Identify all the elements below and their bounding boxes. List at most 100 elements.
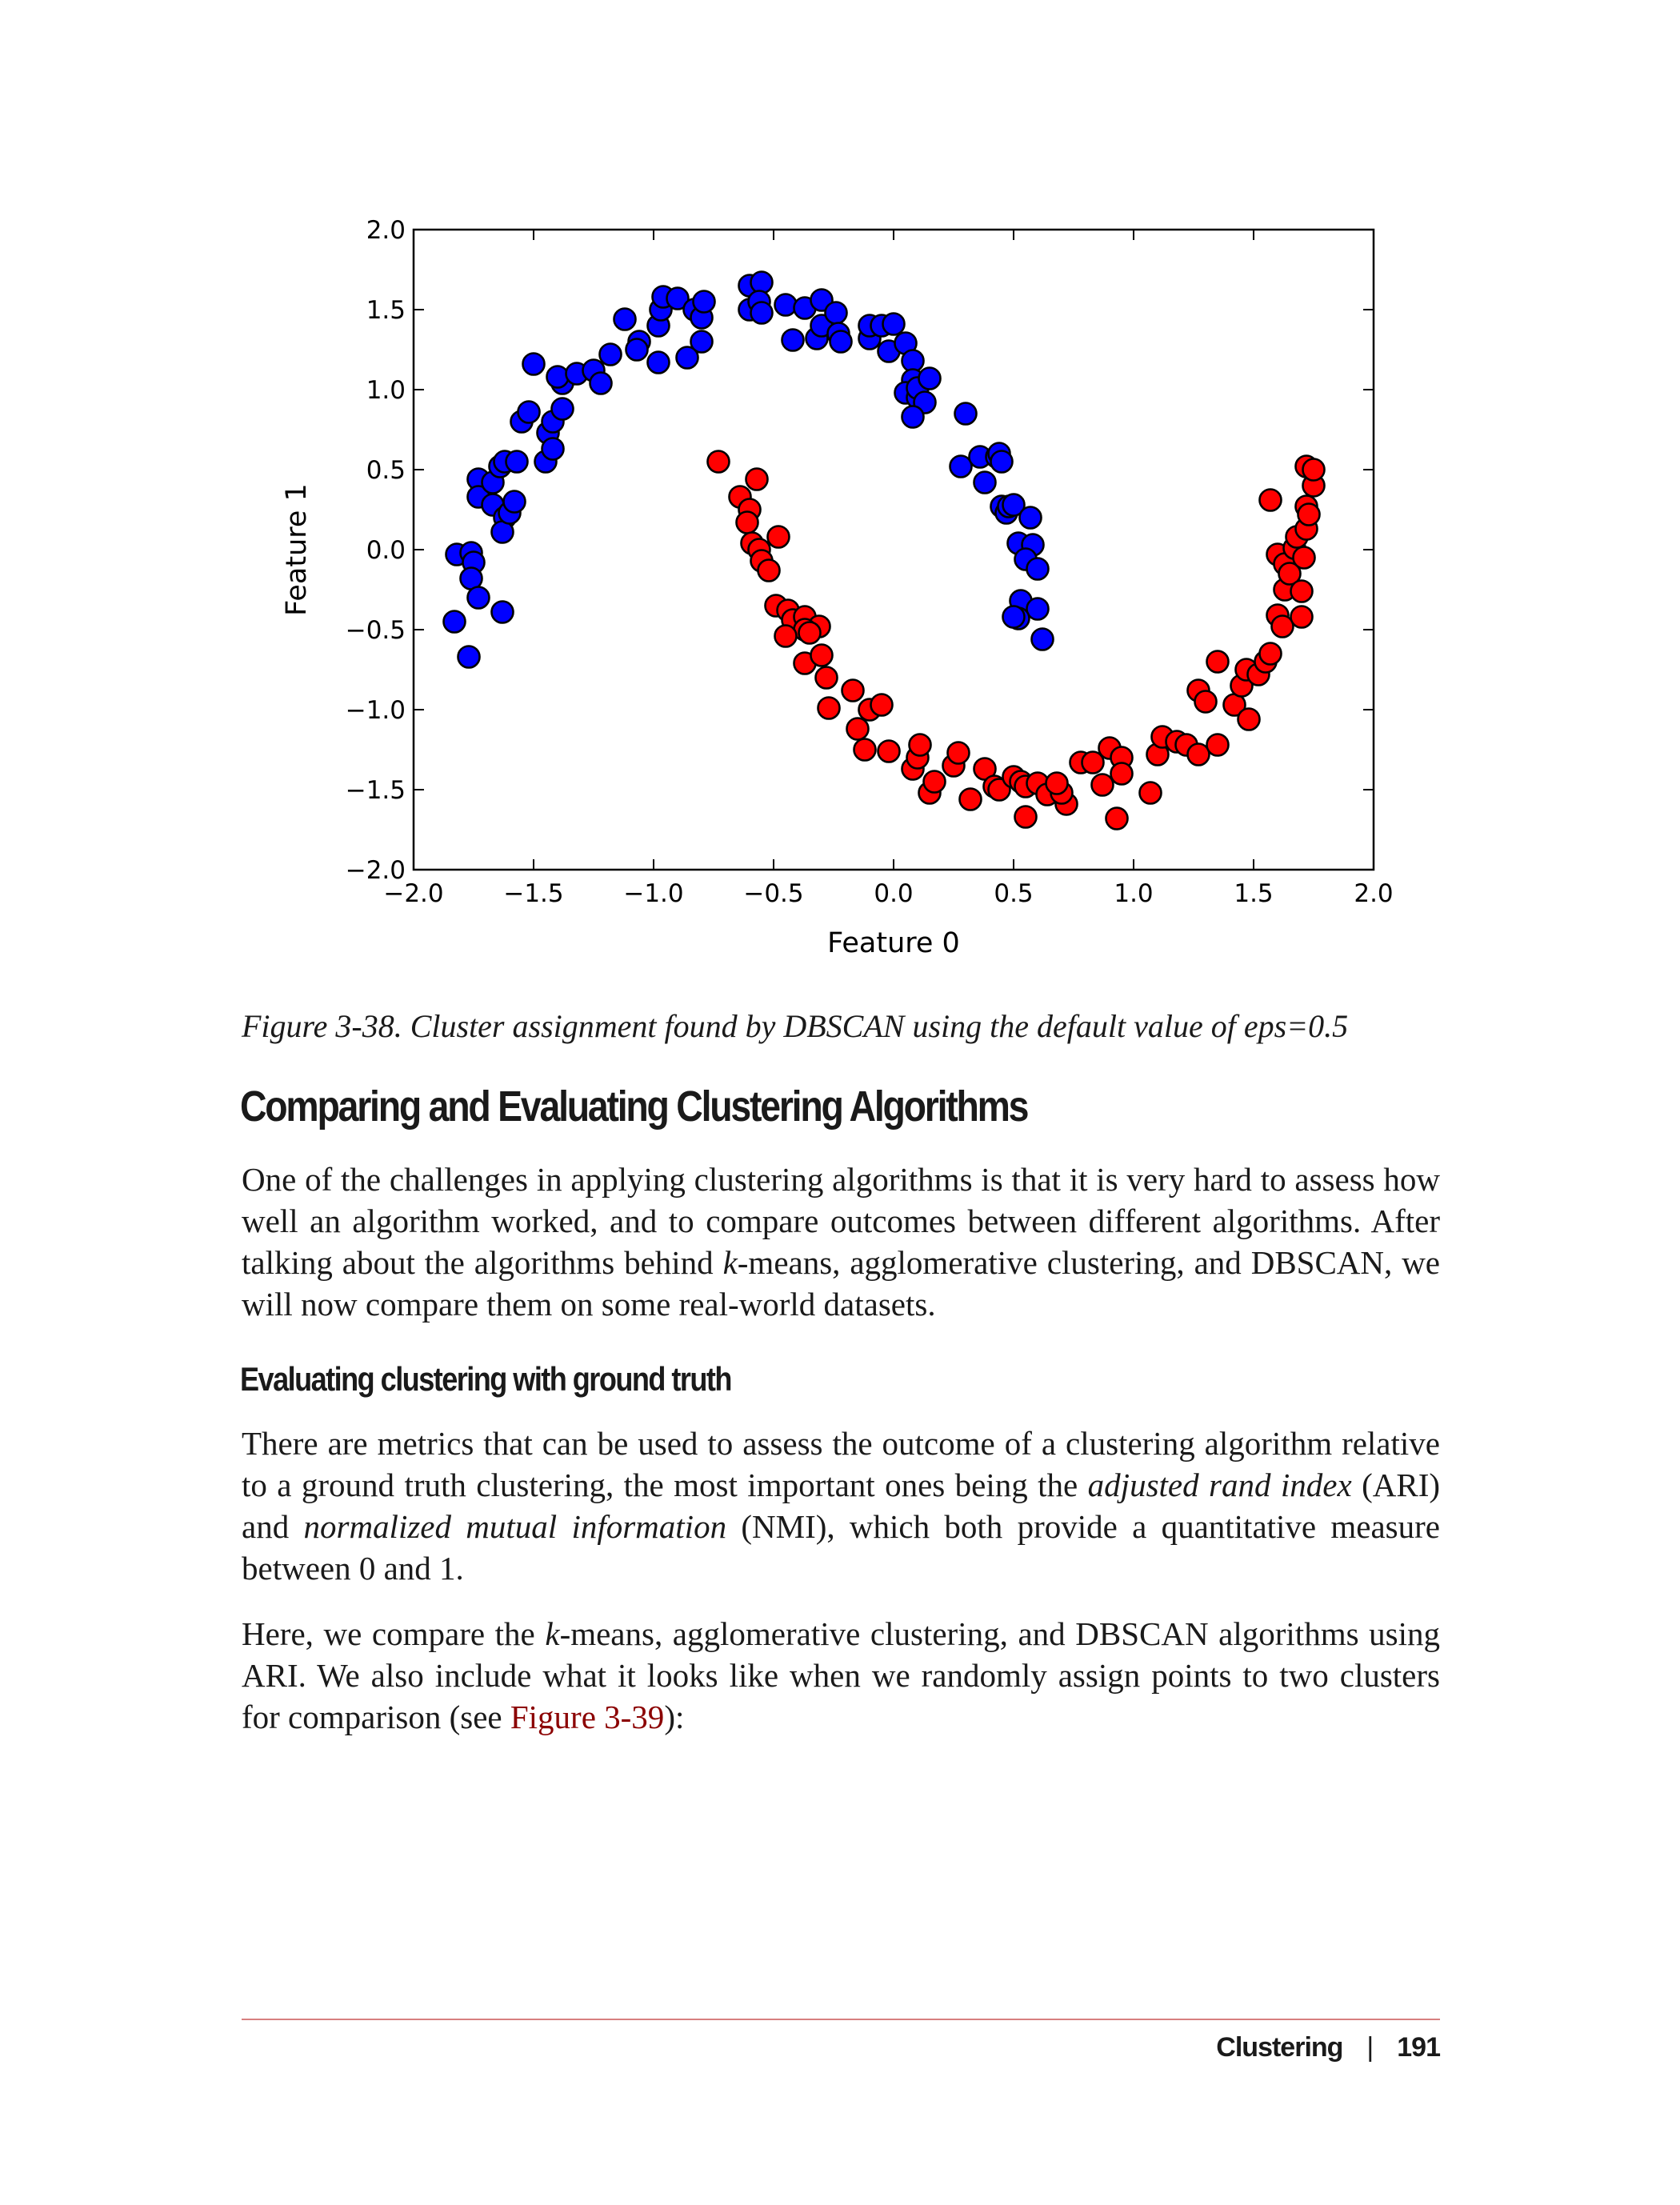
data-point-series-1 [949,454,973,478]
data-point-series-2 [922,770,946,794]
data-point-series-1 [973,470,997,494]
term-nmi: normalized mutual information [303,1508,727,1545]
data-point-series-1 [990,450,1014,474]
data-point-series-2 [908,733,932,757]
footer-rule [242,2019,1440,2020]
data-point-series-1 [781,328,805,352]
data-point-series-1 [589,371,613,395]
data-point-series-1 [750,301,774,325]
data-point-series-1 [1002,493,1026,517]
y-tick-label: 1.5 [366,296,406,325]
data-point-series-1 [457,645,481,669]
data-point-series-2 [757,558,781,582]
x-axis-label: Feature 0 [827,927,960,959]
data-point-series-2 [798,621,822,645]
data-point-series-1 [550,397,574,421]
data-point-series-2 [1237,707,1261,731]
y-tick-label: 0.0 [366,536,406,565]
data-point-series-2 [1278,562,1302,586]
paragraph-text: -means, agglomerative clustering, and DB… [242,1244,1440,1323]
x-tick-label: −1.5 [503,879,563,908]
y-tick-label: 2.0 [366,216,406,245]
data-point-series-2 [1138,781,1162,805]
y-tick-label: −2.0 [346,856,406,885]
figure-caption: Figure 3-38. Cluster assignment found by… [242,1008,1349,1044]
data-point-series-2 [706,450,730,474]
data-point-series-2 [877,739,901,763]
data-point-series-1 [646,350,670,374]
data-point-series-1 [541,437,565,461]
data-point-series-2 [958,787,982,811]
data-point-series-2 [774,624,798,648]
data-point-series-1 [954,402,978,426]
data-point-series-1 [901,405,925,429]
data-point-series-2 [1270,614,1294,638]
figure-3-39-link[interactable]: Figure 3-39 [510,1699,665,1735]
paragraph-text: -means, agglomerative clustering, and DB… [242,1615,1440,1735]
page-footer: Clustering | 191 [1216,2032,1441,2063]
data-point-series-2 [1014,805,1038,829]
data-point-series-2 [1258,488,1282,512]
x-tick-label: 0.0 [874,879,913,908]
data-point-series-2 [1290,579,1314,603]
data-point-series-2 [1194,690,1218,714]
y-tick-label: 1.0 [366,376,406,405]
data-point-series-1 [824,301,848,325]
data-point-series-1 [442,610,466,634]
data-point-series-2 [1090,773,1114,797]
data-point-series-2 [1297,502,1321,526]
data-point-series-1 [1018,506,1042,530]
data-point-series-2 [1206,733,1230,757]
data-point-series-1 [918,366,942,390]
data-point-series-2 [1186,742,1210,766]
data-point-series-2 [841,678,865,702]
data-point-series-2 [946,741,970,765]
page-number: 191 [1397,2032,1441,2063]
data-point-series-1 [625,338,649,362]
data-point-series-1 [502,490,526,514]
paragraph-text: ): [664,1699,685,1735]
x-tick-label: 1.5 [1234,879,1273,908]
data-point-series-1 [882,312,906,336]
x-tick-label: −0.5 [743,879,803,908]
data-point-series-2 [1045,771,1069,795]
data-point-series-1 [690,330,714,354]
scatter-plot: −2.0 −1.5 −1.0 −0.5 0.0 0.5 1.0 1.5 2.0 −2.0 −1.5 −… [281,216,1394,959]
data-point-series-1 [546,365,570,389]
data-point-series-1 [522,352,546,376]
data-point-series-2 [1258,642,1282,666]
data-point-series-2 [846,717,870,741]
data-point-series-2 [810,643,834,667]
paragraph-comparison: Here, we compare the k-means, agglomerat… [242,1613,1440,1738]
data-point-series-2 [1290,605,1314,629]
data-point-series-2 [817,696,841,720]
paragraph-text: (ARI) and [242,1467,1440,1545]
data-point-series-2 [1110,762,1134,786]
footer-chapter: Clustering [1216,2032,1343,2063]
data-point-series-1 [505,450,529,474]
paragraph-text: One of the challenges in applying cluste… [242,1161,1440,1281]
data-point-series-1 [466,586,490,610]
data-point-series-2 [1302,458,1326,482]
emphasis-k: k [722,1244,738,1281]
x-tick-label: 2.0 [1354,879,1393,908]
data-point-series-1 [774,293,798,317]
x-tick-label: −2.0 [383,879,443,908]
data-point-series-1 [613,307,637,331]
data-point-series-1 [666,286,690,310]
data-point-series-1 [598,342,622,366]
x-tick-label: 1.0 [1114,879,1153,908]
y-axis-label: Feature 1 [281,483,313,616]
data-point-series-1 [750,270,774,294]
data-point-series-1 [1026,597,1050,621]
data-point-series-1 [490,600,514,624]
figure-3-38: −2.0 −1.5 −1.0 −0.5 0.0 0.5 1.0 1.5 2.0 −2.0 −1.5 −… [264,204,1424,972]
y-tick-label: −0.5 [346,616,406,645]
data-point-series-2 [735,510,759,534]
x-tick-label: −1.0 [623,879,683,908]
data-point-series-1 [675,346,699,370]
paragraph-text: Here, we compare the [242,1615,546,1652]
paragraph-text: (NMI), which both provide a quanti­tativ… [242,1508,1440,1587]
paragraph-metrics: There are metrics that can be used to as… [242,1423,1440,1589]
x-tick-label: 0.5 [994,879,1033,908]
